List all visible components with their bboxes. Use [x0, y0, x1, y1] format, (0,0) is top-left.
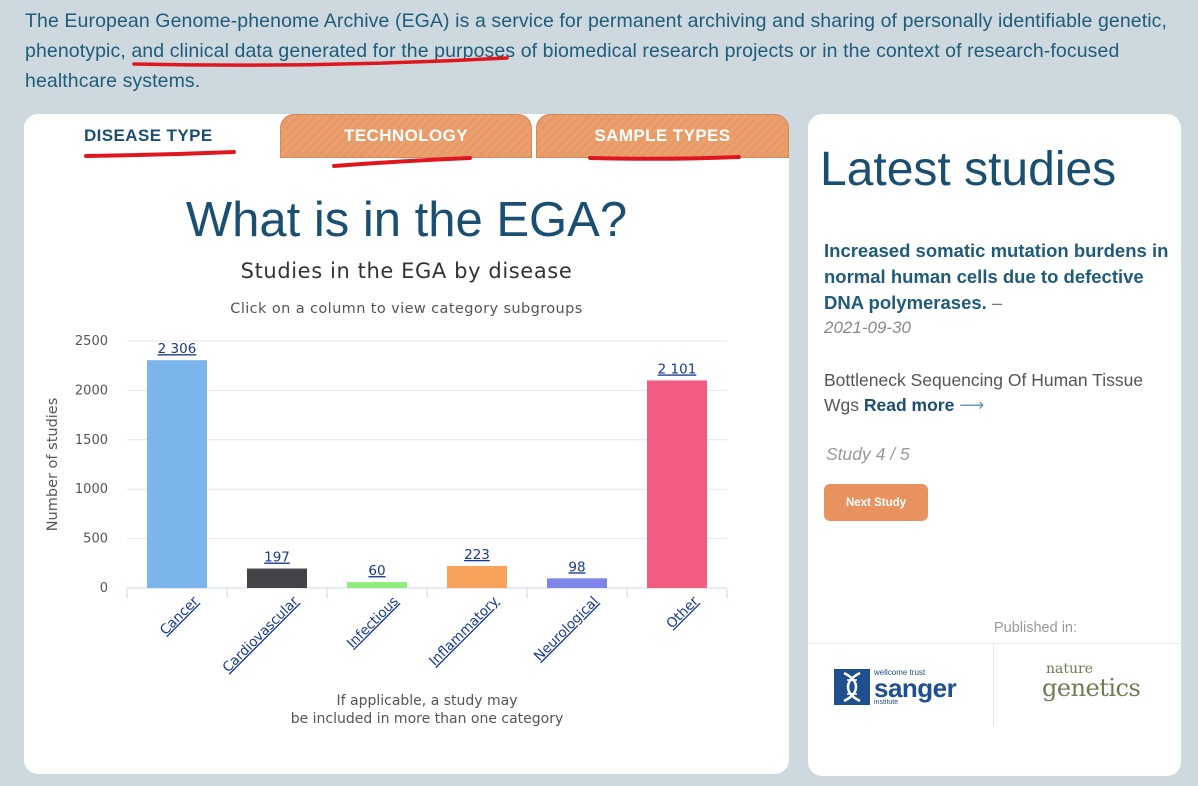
- caption-line-2: be included in more than one category: [290, 711, 564, 727]
- data-label[interactable]: 223: [464, 547, 490, 563]
- study-counter: Study 4 / 5: [826, 444, 910, 464]
- chart-caption: If applicable, a study may be included i…: [217, 692, 637, 728]
- bar-cancer[interactable]: [147, 360, 207, 588]
- data-label[interactable]: 197: [264, 550, 290, 566]
- nature-line-1: nature: [1046, 661, 1093, 677]
- latest-studies-title: Latest studies: [820, 143, 1117, 196]
- page-title: What is in the EGA?: [185, 193, 628, 247]
- y-tick-label: 1000: [75, 482, 108, 497]
- study-title: Increased somatic mutation burdens in no…: [824, 238, 1169, 316]
- arrow-right-icon: ⟶: [959, 395, 985, 415]
- x-category-label[interactable]: Infectious: [344, 594, 402, 652]
- tab-technology[interactable]: TECHNOLOGY: [280, 114, 532, 158]
- data-label[interactable]: 2 306: [158, 341, 197, 357]
- bar-inflammatory[interactable]: [447, 565, 507, 588]
- nature-genetics-logo[interactable]: nature genetics: [1042, 661, 1141, 702]
- next-study-button[interactable]: Next Study: [824, 484, 928, 521]
- bar-infectious[interactable]: [347, 582, 407, 588]
- x-category-label[interactable]: Inflammatory: [426, 594, 502, 670]
- tab-sample-types[interactable]: SAMPLE TYPES: [536, 114, 789, 158]
- bar-cardiovascular[interactable]: [247, 568, 307, 588]
- x-category-label[interactable]: Cardiovascular: [219, 593, 302, 676]
- sanger-line-3: institute: [874, 699, 899, 706]
- x-category-label[interactable]: Neurological: [531, 594, 602, 665]
- sanger-line-1: wellcome trust: [874, 668, 926, 677]
- study-description-text: Bottleneck Sequencing Of Human Tissue Wg…: [824, 370, 1144, 415]
- sanger-logo-text: wellcome trust sanger institute: [874, 668, 957, 707]
- data-label[interactable]: 2 101: [658, 361, 697, 377]
- bar-neurological[interactable]: [547, 578, 607, 588]
- bar-chart: 0 500 1000 1500 2000 2500 2 306 Cancer 197 Cardio…: [45, 334, 728, 676]
- latest-studies-card: Latest studies Increased somatic mutatio…: [808, 114, 1181, 776]
- caption-line-1: If applicable, a study may: [336, 693, 518, 709]
- data-label[interactable]: 60: [368, 563, 385, 579]
- intro-text-before: The European Genome-phenome Archive (EGA…: [25, 10, 1098, 32]
- divider: [808, 643, 1181, 644]
- read-more-link[interactable]: Read more: [863, 395, 955, 415]
- sanger-line-2: sanger: [874, 673, 957, 703]
- y-tick-label: 2000: [75, 383, 108, 398]
- study-title-dash: –: [991, 292, 1003, 313]
- y-tick-label: 0: [100, 581, 108, 596]
- chart-subtitle: Click on a column to view category subgr…: [230, 301, 583, 317]
- study-description: Bottleneck Sequencing Of Human Tissue Wg…: [824, 368, 1174, 418]
- y-tick-label: 2500: [75, 334, 108, 349]
- y-axis-title: Number of studies: [45, 398, 61, 532]
- y-tick-label: 500: [83, 532, 108, 547]
- study-date: 2021-09-30: [824, 318, 911, 337]
- x-category-label[interactable]: Other: [663, 593, 702, 632]
- y-tick-label: 1500: [75, 433, 108, 448]
- published-in-label: Published in:: [994, 620, 1078, 636]
- study-title-link[interactable]: Increased somatic mutation burdens in no…: [824, 240, 1169, 313]
- sanger-logo[interactable]: wellcome trust sanger institute: [834, 668, 957, 707]
- x-category-label[interactable]: Cancer: [157, 593, 202, 638]
- chart-title: Studies in the EGA by disease: [240, 259, 573, 283]
- divider: [993, 644, 994, 726]
- data-label[interactable]: 98: [568, 559, 585, 575]
- bar-other[interactable]: [647, 380, 707, 588]
- dna-helix-icon: [834, 669, 870, 705]
- nature-line-2: genetics: [1042, 674, 1141, 702]
